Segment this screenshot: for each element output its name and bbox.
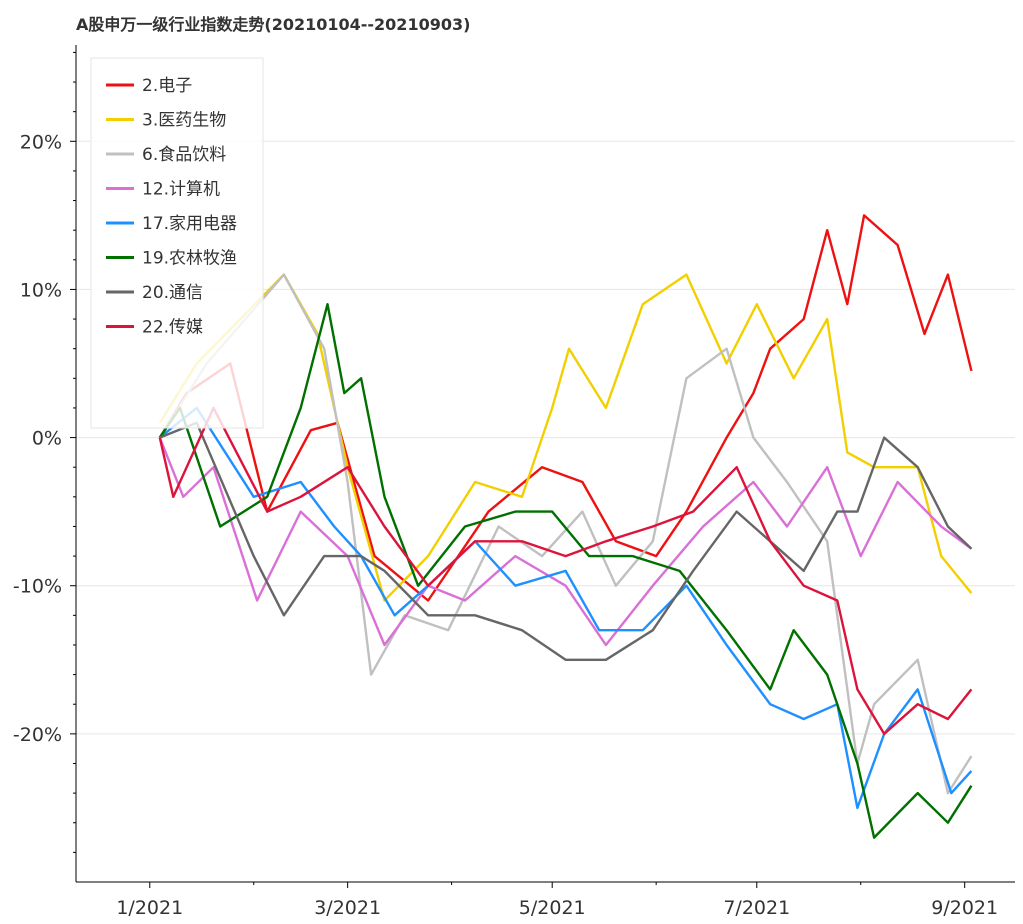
series-line-0 — [158, 214, 973, 602]
series-line-5 — [158, 303, 973, 839]
y-tick-label: 20% — [20, 131, 62, 153]
x-tick-label: 1/2021 — [116, 897, 183, 919]
series-line-2 — [158, 273, 973, 795]
series-line-3 — [158, 437, 973, 647]
y-tick-label: -20% — [13, 724, 62, 746]
y-tick-label: 0% — [32, 428, 62, 450]
axis-ticks: 20% 10% 0% -10% -20% 1/2021 3/2021 5/2021 7/2021… — [13, 51, 998, 919]
chart-title: A股申万一级行业指数走势(20210104--20210903) — [76, 15, 470, 34]
legend-label: 12.计算机 — [142, 180, 220, 200]
legend-label: 6.食品饮料 — [142, 145, 226, 165]
x-tick-label: 9/2021 — [931, 897, 998, 919]
legend-label: 2.电子 — [142, 76, 192, 96]
y-tick-label: 10% — [20, 279, 62, 301]
x-tick-label: 7/2021 — [723, 897, 790, 919]
series-line-4 — [159, 406, 973, 810]
legend-label: 20.通信 — [142, 283, 203, 303]
series-line-7 — [158, 406, 973, 736]
series-lines — [158, 214, 973, 839]
legend-label: 17.家用电器 — [142, 214, 237, 234]
legend-label: 22.传媒 — [142, 318, 203, 338]
legend-label: 19.农林牧渔 — [142, 249, 237, 269]
x-tick-label: 3/2021 — [314, 897, 381, 919]
legend-label: 3.医药生物 — [142, 111, 226, 131]
series-line-6 — [159, 421, 973, 661]
legend: 2.电子 3.医药生物 6.食品饮料 12.计算机 17.家用电器 19.农林牧渔 20.通… — [90, 57, 264, 429]
x-tick-label: 5/2021 — [519, 897, 586, 919]
y-tick-label: -10% — [13, 576, 62, 598]
